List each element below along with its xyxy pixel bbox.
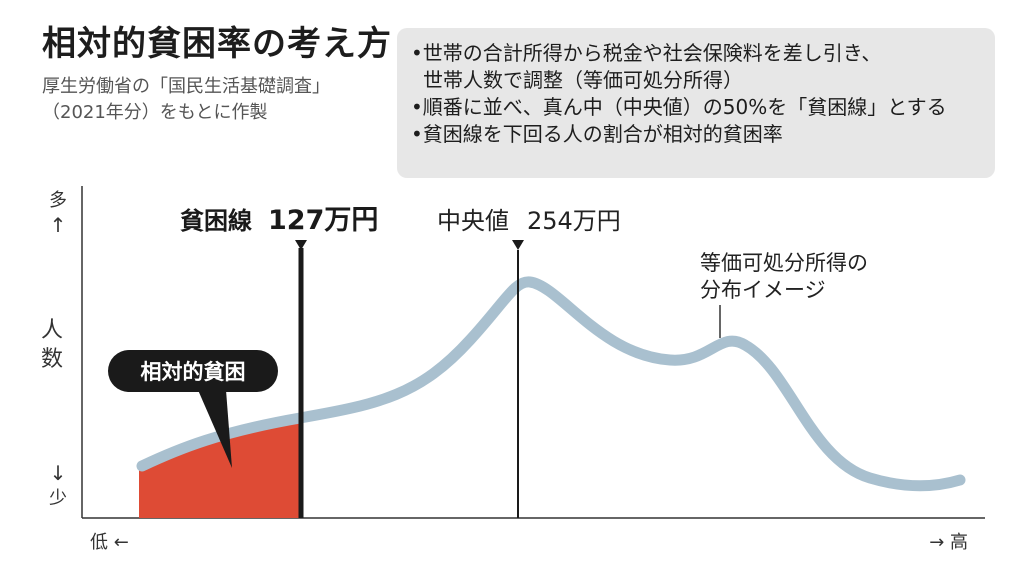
y-up-arrow: ↑ <box>50 213 67 237</box>
x-high-label: → 高 <box>929 532 968 553</box>
poverty-line-label: 貧困線 <box>180 207 252 235</box>
note-3: •貧困線を下回る人の割合が相対的貧困率 <box>411 122 783 146</box>
median-value: 254万円 <box>527 207 621 235</box>
y-top-label: 多 <box>49 190 67 211</box>
distribution-curve <box>136 276 966 492</box>
page-title: 相対的貧困率の考え方 <box>42 24 392 64</box>
curve-label-line-2: 分布イメージ <box>700 278 826 302</box>
poverty-line-value: 127万円 <box>268 205 378 236</box>
source-line-2: （2021年分）をもとに作製 <box>42 102 268 123</box>
median-line-marker <box>512 240 524 250</box>
y-axis-label-2: 数 <box>41 347 63 372</box>
poverty-line-marker <box>295 240 307 250</box>
source-line-1: 厚生労働省の「国民生活基礎調査」 <box>42 76 330 97</box>
poverty-bubble <box>108 350 278 392</box>
y-axis-label-1: 人 <box>41 318 63 343</box>
poverty-bubble-text: 相対的貧困 <box>141 360 246 384</box>
y-bottom-label: 少 <box>49 488 67 509</box>
source-note: 厚生労働省の「国民生活基礎調査」 （2021年分）をもとに作製 <box>42 74 392 126</box>
poverty-area <box>139 420 300 518</box>
note-1-line-2: 世帯人数で調整（等価可処分所得） <box>423 68 743 92</box>
explanation-box: •世帯の合計所得から税金や社会保険料を差し引き、 世帯人数で調整（等価可処分所得… <box>397 28 995 178</box>
y-down-arrow: ↓ <box>50 461 67 485</box>
poverty-bubble-tail <box>198 390 232 468</box>
note-1-line-1: •世帯の合計所得から税金や社会保険料を差し引き、 <box>411 41 882 65</box>
median-label: 中央値 <box>437 207 509 235</box>
note-2: •順番に並べ、真ん中（中央値）の50%を「貧困線」とする <box>411 95 947 119</box>
x-low-label: 低 ← <box>90 532 129 553</box>
curve-label-line-1: 等価可処分所得の <box>700 251 868 275</box>
